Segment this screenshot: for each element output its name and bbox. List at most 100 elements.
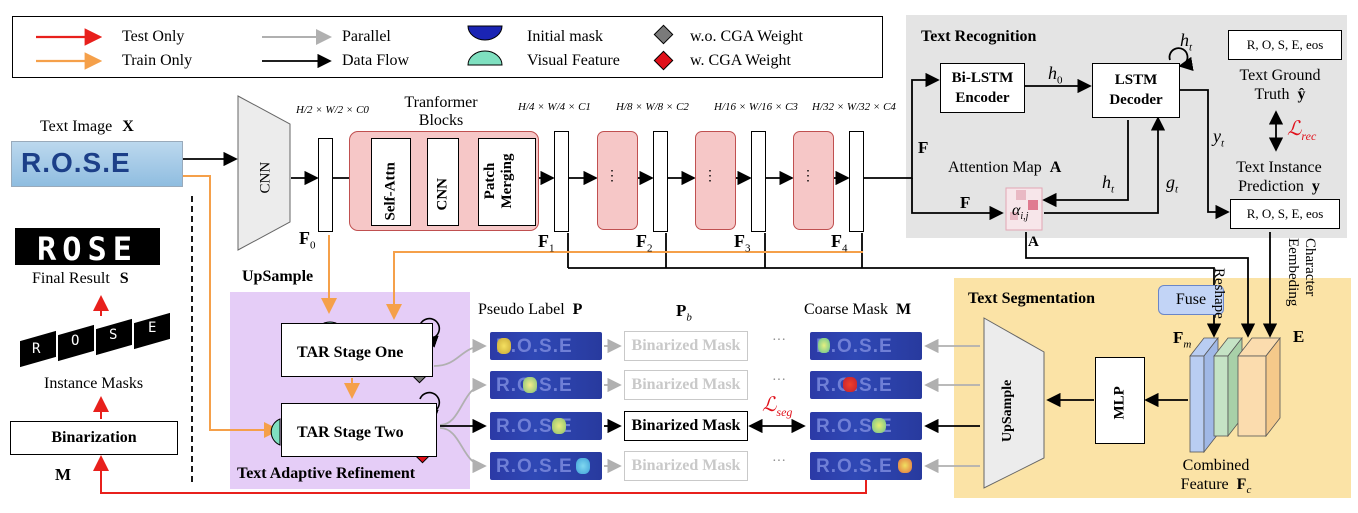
final-result-label: Final Result S — [32, 270, 129, 287]
coarse-mask-1: R.O.S.E — [810, 332, 922, 360]
gt-label: gt — [1166, 172, 1179, 196]
ellipsis-3: ··· — [772, 454, 786, 469]
a-label: A — [1028, 234, 1039, 250]
h0-label: h0 — [1048, 63, 1063, 87]
coarse-mask-4: R.O.S.E — [810, 452, 922, 480]
lstm-decoder — [1092, 63, 1180, 118]
ground-truth-box-text: R, O, S, E, eos — [1246, 37, 1324, 52]
seg-upsample-trapezoid — [983, 317, 1045, 489]
legend-initial-mask: Initial mask — [527, 28, 603, 45]
pink-block-1 — [597, 131, 638, 230]
feature-map-f2 — [653, 131, 668, 232]
ht-loop-label: ht — [1180, 30, 1193, 54]
f2-symbol: F2 — [636, 231, 653, 255]
legend-data-flow: Data Flow — [342, 52, 410, 69]
f1-symbol: F1 — [538, 231, 555, 255]
legend-train-only: Train Only — [122, 52, 193, 69]
ht-label: ht — [1102, 172, 1115, 196]
yt-label: yt — [1213, 126, 1225, 150]
tar-stage-one-label: TAR Stage One — [297, 344, 404, 361]
instance-letter-s: S — [109, 327, 118, 343]
tar-stage-two — [281, 403, 437, 457]
legend-test-only: Test Only — [122, 28, 185, 45]
recognition-title: Text Recognition — [921, 28, 1037, 45]
feature-block-orange — [1237, 355, 1267, 437]
text-image: R.O.S.E — [11, 141, 183, 187]
stage-two-visual-feature — [270, 418, 281, 446]
fm-symbol: Fm — [1173, 328, 1192, 351]
instance-pred-label: Text Instance Prediction y — [1236, 159, 1322, 195]
f-label-bottom: F — [960, 193, 971, 212]
pseudo-label-3: R.O.S.E — [490, 412, 602, 440]
dots-1: ⋮ — [605, 169, 619, 184]
text-image-content: R.O.S.E — [21, 147, 131, 178]
instance-masks-label: Instance Masks — [44, 375, 144, 392]
self-attn-block — [371, 138, 411, 226]
prediction-box: R, O, S, E, eos — [1230, 199, 1340, 229]
pseudo-label-title: Pseudo Label P — [478, 301, 583, 318]
tar-stage-one — [281, 323, 433, 377]
instance-masks-image: R O S E — [18, 312, 173, 370]
attention-map-icon — [1005, 187, 1043, 231]
char-embedding-label: Character Eembeding — [1285, 238, 1318, 307]
alpha-label: αi,j — [1012, 202, 1029, 223]
combined-feature-label: Combined Feature Fc — [1180, 457, 1252, 497]
ellipsis-1: ··· — [772, 333, 786, 348]
f0-symbol: F0 — [299, 228, 316, 252]
dim-f0: H/2 × W/2 × C0 — [296, 104, 369, 116]
legend-w-cga: w. CGA Weight — [690, 52, 791, 69]
binarized-mask-4: Binarized Mask — [624, 451, 748, 481]
cnn-trapezoid — [237, 95, 291, 251]
legend-wo-cga-icon — [653, 24, 674, 45]
loss-seg: ℒseg — [762, 394, 793, 419]
instance-letter-o: O — [71, 333, 80, 349]
legend — [12, 16, 883, 78]
text-image-label: Text Image X — [40, 118, 134, 135]
pseudo-label-1: R.O.S.E — [490, 332, 602, 360]
mlp-label: MLP — [1111, 386, 1128, 420]
f4-symbol: F4 — [831, 231, 848, 255]
legend-w-cga-icon — [653, 50, 674, 71]
inner-cnn-block — [427, 138, 459, 226]
f3-symbol: F3 — [734, 231, 751, 255]
ground-truth-label: Text Ground Truth ŷ — [1239, 67, 1321, 103]
self-attn-label: Self-Attn — [382, 162, 399, 221]
feature-block-blue — [1189, 355, 1205, 453]
segmentation-title: Text Segmentation — [968, 290, 1095, 307]
instance-letter-e: E — [148, 320, 157, 336]
ground-truth-box: R, O, S, E, eos — [1228, 30, 1342, 60]
legend-visual-feature-icon — [467, 50, 503, 66]
dots-2: ⋮ — [703, 169, 717, 184]
m-symbol: M — [55, 465, 72, 484]
binarization-box: Binarization — [10, 421, 178, 455]
tar-stage-two-label: TAR Stage Two — [297, 424, 404, 441]
pseudo-label-4: R.O.S.E — [490, 452, 602, 480]
e-symbol: E — [1293, 327, 1305, 346]
cnn-label: CNN — [257, 161, 274, 194]
refinement-title: Text Adaptive Refinement — [237, 465, 416, 482]
prediction-box-text: R, O, S, E, eos — [1246, 206, 1324, 221]
loss-rec: ℒrec — [1287, 118, 1317, 143]
final-result-image: ROSE — [15, 228, 160, 268]
dim-f2: H/8 × W/8 × C2 — [616, 101, 689, 113]
mlp-box — [1095, 357, 1145, 444]
lstm-decoder-label: LSTM Decoder — [1109, 72, 1163, 108]
transformer-title: Tranformer Blocks — [404, 94, 478, 129]
pink-block-2 — [695, 131, 736, 230]
binarized-mask-1: Binarized Mask — [624, 331, 748, 361]
bilstm-encoder-label: Bi-LSTM Encoder — [951, 70, 1014, 106]
feature-map-f4 — [849, 131, 864, 232]
f-label-top: F — [918, 138, 929, 157]
binarized-mask-2: Binarized Mask — [624, 370, 748, 400]
bilstm-encoder — [940, 63, 1025, 113]
ellipsis-2: ··· — [772, 373, 786, 388]
legend-wo-cga: w.o. CGA Weight — [690, 28, 803, 45]
fuse-box: Fuse — [1158, 285, 1224, 315]
attention-map-label: Attention Map A — [948, 159, 1062, 176]
binarization-label: Binarization — [51, 429, 137, 446]
feature-map-f3 — [751, 131, 766, 232]
patch-merging-block — [478, 138, 536, 226]
pb-title: Pb — [676, 301, 692, 324]
inner-cnn-label: CNN — [434, 178, 451, 211]
